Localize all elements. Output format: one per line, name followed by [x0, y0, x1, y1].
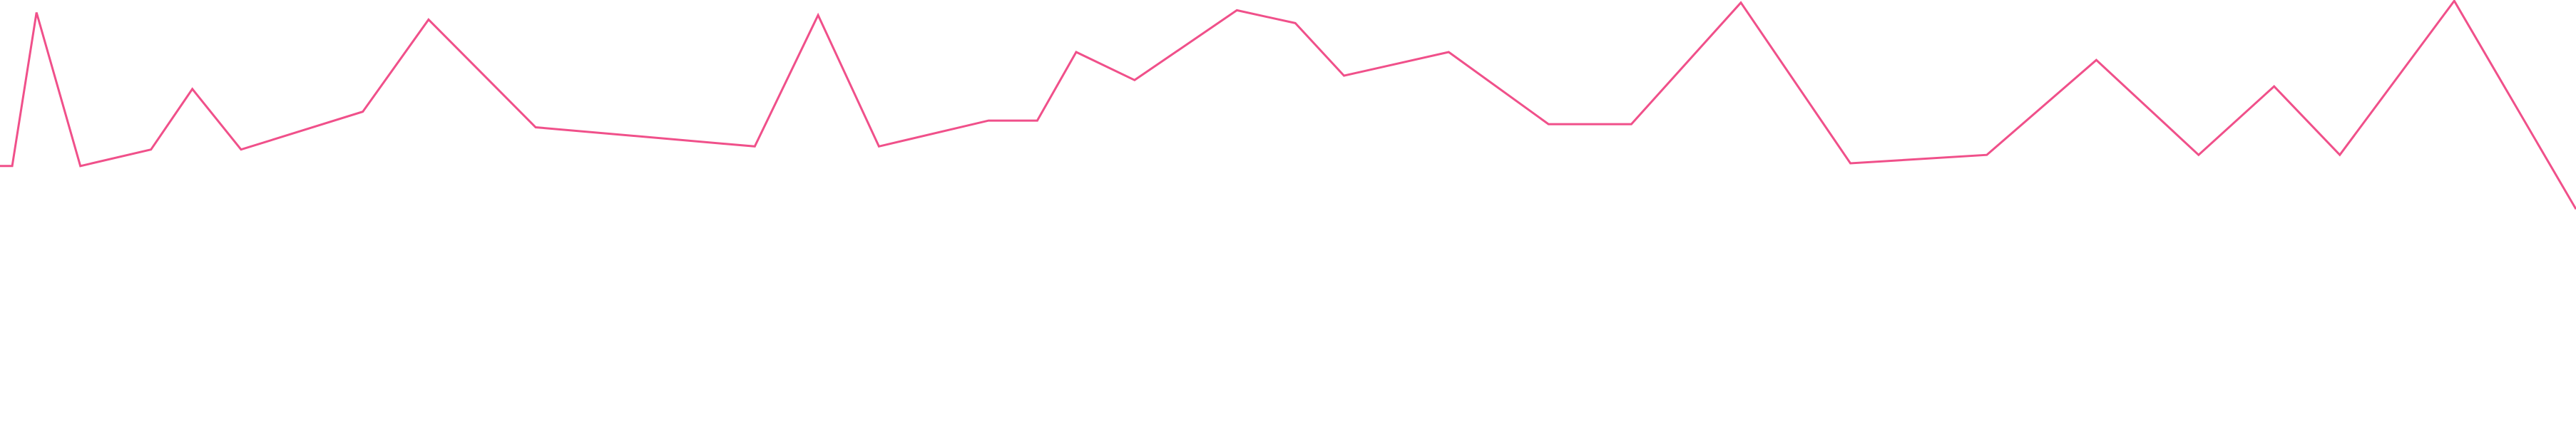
- series-layer: [0, 0, 2576, 210]
- series-line-1: [0, 0, 2576, 210]
